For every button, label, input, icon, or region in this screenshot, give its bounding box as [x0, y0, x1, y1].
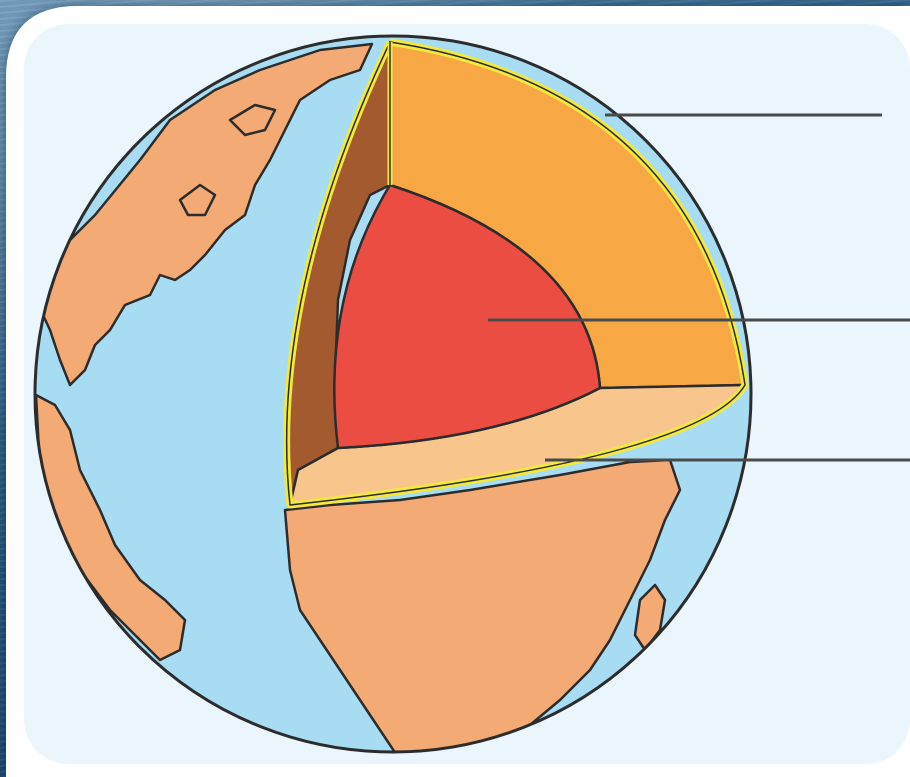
earth-layers-diagram [0, 0, 910, 777]
